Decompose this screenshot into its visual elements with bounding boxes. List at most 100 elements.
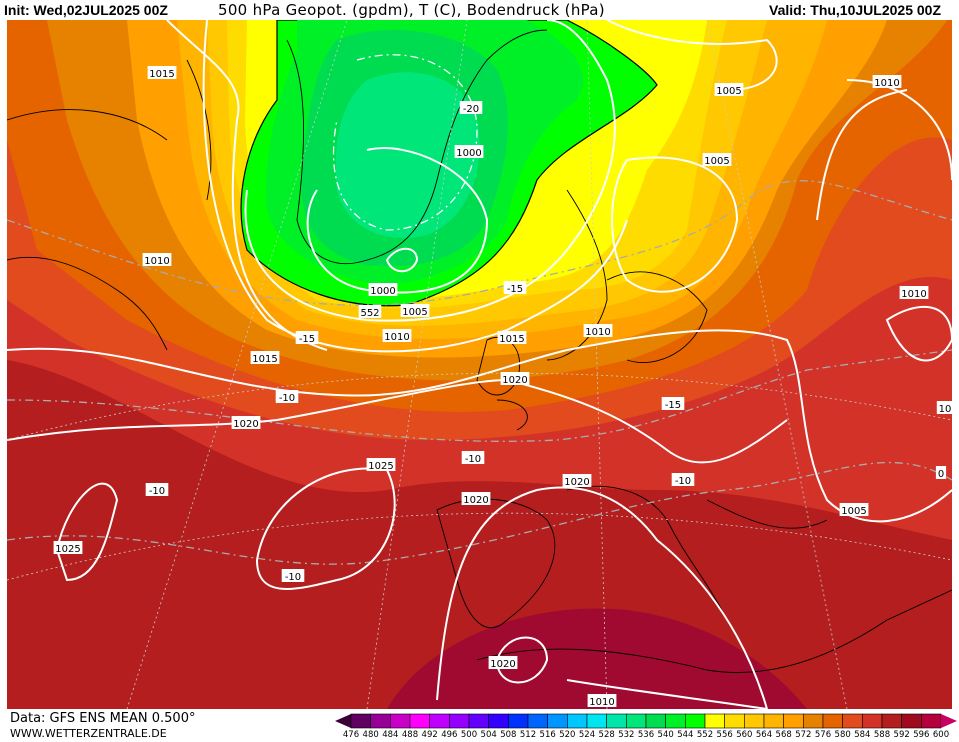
colorbar-tick: 576 <box>814 730 832 740</box>
isotherm-label-bg <box>661 397 685 410</box>
colorbar-swatch <box>527 713 548 729</box>
isobar-label-text: 1025 <box>368 461 393 472</box>
isobar-label: 1015 <box>250 351 280 365</box>
colorbar-swatch <box>547 713 568 729</box>
isobar-label-text: 1005 <box>716 86 741 97</box>
isobar-label-text: 1015 <box>149 69 174 80</box>
colorbar-swatch <box>488 713 509 729</box>
isobar-label: 1025 <box>366 458 396 472</box>
colorbar-swatch <box>390 713 411 729</box>
isobar-label-text: 1015 <box>252 354 277 365</box>
colorbar-swatch <box>468 713 489 729</box>
isobar-label-bg <box>935 466 947 479</box>
isobar-label-bg <box>53 541 83 554</box>
map-labels: 1015 1010 1005 1000 1000 1005 1010 1015 1020 1025… <box>53 66 952 708</box>
valid-time: Valid: Thu,10JUL2025 00Z <box>769 2 941 18</box>
colorbar-tick: 560 <box>736 730 753 740</box>
colorbar-swatch <box>842 713 863 729</box>
colorbar-swatch <box>881 713 902 729</box>
isobar-label: 1005 <box>839 503 869 517</box>
colorbar-swatch <box>665 713 686 729</box>
isobar-label: 1020 <box>500 372 530 386</box>
isobar-label-text: 1015 <box>499 334 524 345</box>
colorbar-tick: 552 <box>696 730 714 740</box>
colorbar-tick: 520 <box>559 730 576 740</box>
colorbar-tick: 496 <box>441 730 458 740</box>
colorbar-swatch <box>862 713 883 729</box>
isobar-label-bg <box>872 75 902 88</box>
isobar-label-text: 1020 <box>502 375 527 386</box>
colorbar-swatch <box>763 713 784 729</box>
isotherm-label-bg <box>459 101 483 114</box>
isotherm-label: -15 <box>295 331 319 345</box>
isobar-label-bg <box>142 253 172 266</box>
isobar-label: 1005 <box>714 83 744 97</box>
isobar-label-text: 1000 <box>370 286 395 297</box>
isobar-label: 1020 <box>461 492 491 506</box>
colorbar-tick: 544 <box>677 730 694 740</box>
colorbar-tick: 512 <box>519 730 537 740</box>
colorbar-swatch <box>429 713 450 729</box>
colorbar-swatch <box>449 713 470 729</box>
isobar-label-bg <box>497 331 527 344</box>
colorbar-swatch <box>645 713 666 729</box>
isotherm-label-text: -10 <box>149 486 165 497</box>
isobar-label: 1000 <box>368 283 398 297</box>
isobar-label: 1010 <box>899 286 929 300</box>
colorbar-tick: 508 <box>500 730 517 740</box>
isobar-label-text: 1010 <box>901 289 926 300</box>
lat-lon-grid <box>7 20 952 709</box>
isobars <box>7 20 952 709</box>
colorbar-tick: 516 <box>539 730 556 740</box>
colorbar-tick: 492 <box>421 730 438 740</box>
isobar-label: 1000 <box>454 145 484 159</box>
colorbar-tick: 580 <box>834 730 851 740</box>
isobar-label-text: 1020 <box>463 495 488 506</box>
isobar-label: 1010 <box>587 694 617 708</box>
isobar-label-bg <box>714 83 744 96</box>
isobar-label-text: 1020 <box>564 477 589 488</box>
isotherm-label: -15 <box>661 397 685 411</box>
isobar-label: 10 <box>936 401 952 415</box>
isobar-label: 1005 <box>702 153 732 167</box>
colorbar-swatch <box>409 713 430 729</box>
colorbar-tick: 476 <box>342 730 360 740</box>
isobar-label: 1020 <box>231 416 261 430</box>
isobar-label-bg <box>583 324 613 337</box>
isotherm-label-bg <box>295 331 319 344</box>
colorbar-tick: 484 <box>382 730 399 740</box>
colorbar-tick: 536 <box>637 730 655 740</box>
isobar-label-text: 1010 <box>384 332 409 343</box>
isobar-label-bg <box>899 286 929 299</box>
isobar-label: 1025 <box>53 541 83 555</box>
map-header: Init: Wed,02JUL2025 00Z 500 hPa Geopot. … <box>0 0 959 20</box>
isotherms <box>7 180 952 565</box>
isotherm-label-bg <box>145 483 169 496</box>
isobar-label-bg <box>500 372 530 385</box>
geopotential-label-text: 552 <box>360 308 379 319</box>
isotherm-label-text: -15 <box>299 334 315 345</box>
isobar-label-bg <box>366 458 396 471</box>
isobar-label: 1020 <box>562 474 592 488</box>
isobar-label: 1020 <box>488 656 518 670</box>
isobar-label-bg <box>400 304 430 317</box>
isobar-label-bg <box>382 329 412 342</box>
colorbar-tick: 540 <box>657 730 674 740</box>
isotherm-label-text: -10 <box>675 476 691 487</box>
isotherm-label-bg <box>503 281 527 294</box>
color-legend-ticks: 476 480 484 488 492 496 500 504 508 512 516 520 524 5… <box>335 730 955 742</box>
isotherm-label-text: -15 <box>507 284 523 295</box>
isobar-label-text: 1005 <box>841 506 866 517</box>
data-source: Data: GFS ENS MEAN 0.500° <box>10 711 196 726</box>
map-title: 500 hPa Geopot. (gpdm), T (C), Bodendruc… <box>218 1 605 19</box>
colorbar-tick: 600 <box>932 730 950 740</box>
isobar-label-text: 1000 <box>456 148 481 159</box>
isobar-label-bg <box>250 351 280 364</box>
isobar-label: 0 <box>935 466 947 480</box>
isobar-label-text: 1005 <box>704 156 729 167</box>
isobar-label-bg <box>587 694 617 707</box>
colorbar-tick: 584 <box>854 730 871 740</box>
geopotential-label-bg <box>358 305 382 318</box>
isobar-label: 1015 <box>147 66 177 80</box>
colorbar-tick: 592 <box>893 730 910 740</box>
